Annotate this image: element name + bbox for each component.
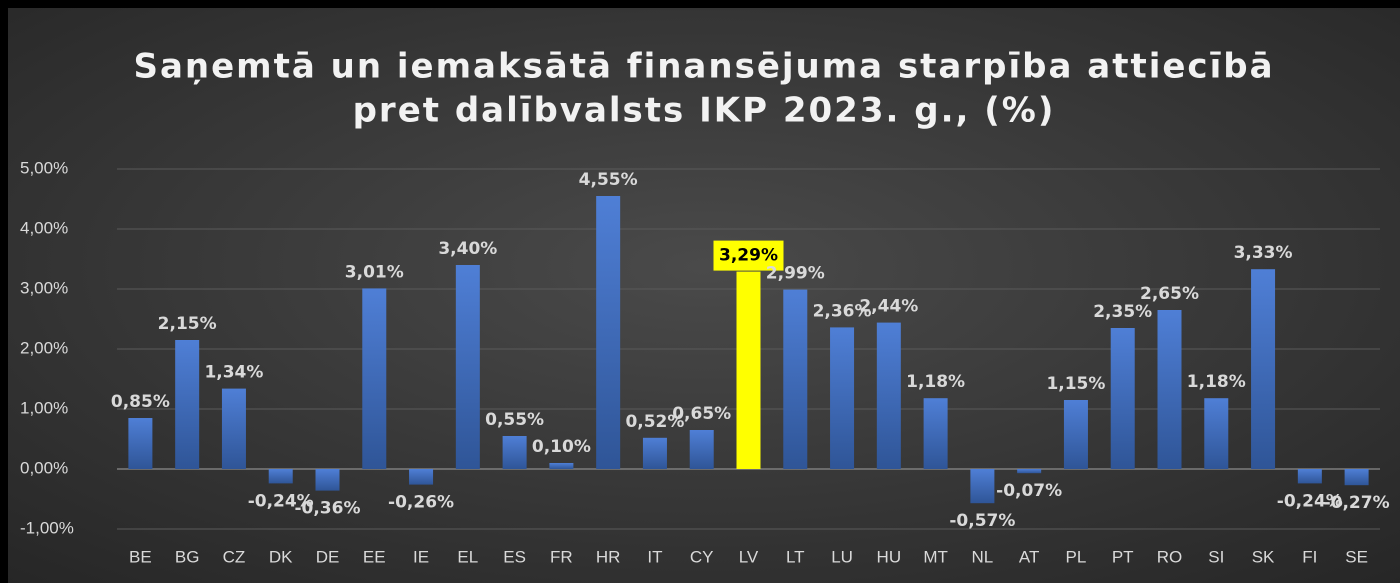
x-tick-label: LU bbox=[831, 547, 853, 566]
x-tick-label: BE bbox=[129, 547, 152, 566]
data-label: 2,65% bbox=[1140, 284, 1199, 304]
bar bbox=[175, 340, 200, 469]
data-label: -0,24% bbox=[1277, 491, 1343, 511]
bar bbox=[1297, 469, 1322, 484]
data-label: -0,27% bbox=[1324, 493, 1390, 513]
bar bbox=[923, 398, 948, 469]
bar bbox=[362, 288, 387, 469]
data-label: -0,57% bbox=[949, 511, 1015, 531]
y-tick-label: 3,00% bbox=[20, 278, 68, 297]
bar bbox=[315, 469, 340, 491]
data-label: -0,07% bbox=[996, 481, 1062, 501]
x-tick-label: DK bbox=[269, 547, 293, 566]
y-tick-label: 2,00% bbox=[20, 338, 68, 357]
data-label: 1,18% bbox=[906, 372, 965, 392]
bar bbox=[1204, 398, 1229, 469]
data-label: 2,99% bbox=[766, 264, 825, 284]
data-label: 4,55% bbox=[579, 170, 638, 190]
x-tick-label: SE bbox=[1345, 547, 1368, 566]
x-tick-label: PL bbox=[1066, 547, 1087, 566]
x-tick-label: SI bbox=[1208, 547, 1224, 566]
x-tick-label: EL bbox=[457, 547, 478, 566]
data-label: -0,24% bbox=[248, 491, 314, 511]
data-label: 3,29% bbox=[719, 246, 778, 266]
data-label: 0,55% bbox=[485, 410, 544, 430]
data-label: 3,33% bbox=[1234, 243, 1293, 263]
bar bbox=[268, 469, 293, 484]
bar bbox=[549, 463, 574, 469]
bar bbox=[596, 196, 621, 469]
bar bbox=[1110, 328, 1135, 469]
x-tick-label: FI bbox=[1302, 547, 1317, 566]
x-tick-label: IE bbox=[413, 547, 429, 566]
x-tick-label: DE bbox=[316, 547, 340, 566]
x-tick-label: NL bbox=[972, 547, 994, 566]
bar bbox=[642, 437, 667, 469]
data-label: 0,52% bbox=[625, 412, 684, 432]
data-label: -0,36% bbox=[294, 499, 360, 519]
bar bbox=[221, 388, 246, 469]
x-tick-label: ES bbox=[503, 547, 526, 566]
x-tick-label: LV bbox=[739, 547, 759, 566]
bar bbox=[1344, 469, 1369, 486]
y-tick-label: 1,00% bbox=[20, 398, 68, 417]
label-highlight bbox=[713, 240, 784, 271]
data-label: 1,18% bbox=[1187, 372, 1246, 392]
chart-background bbox=[8, 8, 1400, 583]
data-label: 0,65% bbox=[672, 404, 731, 424]
y-tick-label: -1,00% bbox=[20, 518, 74, 537]
x-tick-label: SK bbox=[1252, 547, 1275, 566]
bar bbox=[830, 327, 855, 469]
bar bbox=[783, 289, 808, 469]
x-tick-label: CY bbox=[690, 547, 714, 566]
data-label: 2,44% bbox=[859, 297, 918, 317]
data-label: -0,26% bbox=[388, 493, 454, 513]
x-tick-label: FR bbox=[550, 547, 573, 566]
x-tick-label: MT bbox=[923, 547, 948, 566]
x-tick-label: HU bbox=[877, 547, 902, 566]
chart-title: pret dalībvalsts IKP 2023. g., (%) bbox=[353, 91, 1056, 131]
bar bbox=[455, 265, 480, 469]
x-tick-label: IT bbox=[647, 547, 662, 566]
x-tick-label: LT bbox=[786, 547, 805, 566]
bar bbox=[970, 469, 995, 504]
x-tick-label: AT bbox=[1019, 547, 1039, 566]
data-label: 2,36% bbox=[813, 301, 872, 321]
data-label: 0,85% bbox=[111, 392, 170, 412]
x-tick-label: HR bbox=[596, 547, 621, 566]
y-tick-label: 5,00% bbox=[20, 158, 68, 177]
bar bbox=[409, 469, 434, 485]
bar bbox=[736, 271, 761, 469]
y-tick-label: 4,00% bbox=[20, 218, 68, 237]
bar bbox=[1017, 469, 1042, 474]
data-label: 0,10% bbox=[532, 437, 591, 457]
data-label: 2,15% bbox=[158, 314, 217, 334]
x-tick-label: BG bbox=[175, 547, 200, 566]
x-tick-label: PT bbox=[1112, 547, 1134, 566]
bar bbox=[689, 430, 714, 469]
bar bbox=[1251, 269, 1276, 469]
data-label: 3,40% bbox=[438, 239, 497, 259]
data-label: 1,34% bbox=[204, 363, 263, 383]
data-label: 2,35% bbox=[1093, 302, 1152, 322]
data-label: 1,15% bbox=[1046, 374, 1105, 394]
y-tick-label: 0,00% bbox=[20, 458, 68, 477]
bar bbox=[128, 418, 153, 469]
bar bbox=[876, 322, 901, 469]
bar bbox=[1157, 310, 1182, 469]
x-tick-label: CZ bbox=[223, 547, 246, 566]
x-tick-label: RO bbox=[1157, 547, 1183, 566]
bar bbox=[1063, 400, 1088, 469]
data-label: 3,01% bbox=[345, 262, 404, 282]
chart-title: Saņemtā un iemaksātā finansējuma starpīb… bbox=[133, 47, 1274, 87]
bar bbox=[502, 436, 527, 469]
x-tick-label: EE bbox=[363, 547, 386, 566]
